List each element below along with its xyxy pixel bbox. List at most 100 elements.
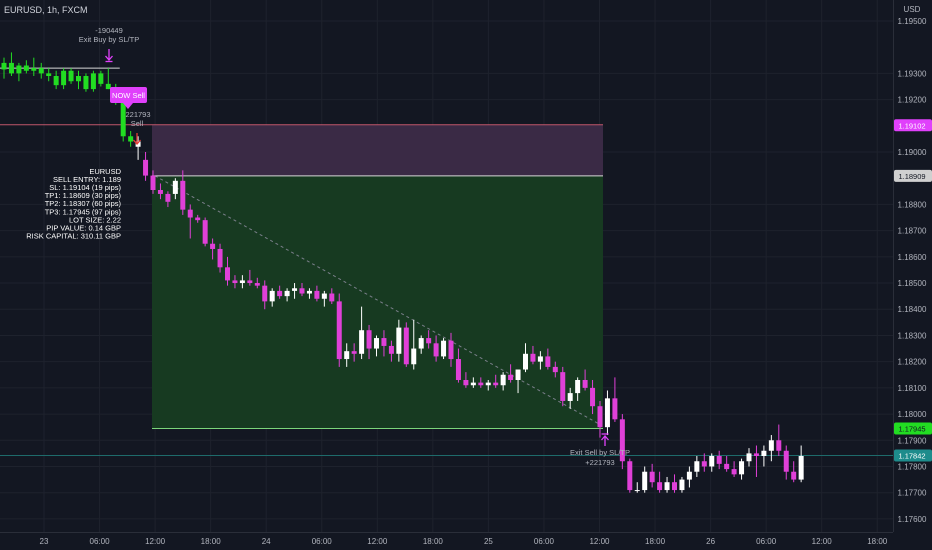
candle (61, 68, 67, 90)
info-line: SELL ENTRY: 1.189 (53, 175, 121, 184)
candle-body (187, 209, 193, 218)
time-tick-label: 12:00 (145, 537, 166, 546)
candle-body (38, 68, 44, 74)
candle-body (8, 62, 14, 74)
candle (225, 256, 230, 286)
candles (1, 52, 804, 493)
candle (247, 269, 253, 286)
candle-body (753, 453, 759, 456)
time-tick-label: 18:00 (201, 537, 222, 546)
candle (478, 377, 484, 388)
candle (336, 293, 342, 367)
candle-body (426, 338, 432, 344)
candle (403, 322, 409, 367)
candle-body (180, 180, 186, 210)
candle-body (493, 382, 499, 386)
price-tick-label: 1.19000 (898, 148, 927, 157)
info-line: LOT SIZE: 2.22 (69, 215, 121, 224)
candle (8, 52, 14, 76)
candle-body (411, 348, 417, 365)
time-tick-label: 06:00 (312, 537, 333, 546)
candle (23, 60, 29, 74)
candle (239, 275, 245, 289)
time-tick-label: 18:00 (423, 537, 444, 546)
candle (642, 466, 648, 493)
candle-body (143, 159, 149, 176)
candle-body (433, 343, 439, 357)
candle-body (292, 288, 298, 291)
candle (508, 364, 514, 383)
candle (105, 68, 111, 90)
candle-body (761, 450, 767, 456)
candle-body (336, 301, 342, 360)
candle-body (388, 345, 394, 354)
price-tag-label: 1.17842 (898, 451, 925, 460)
time-axis[interactable]: 23 06:00 12:00 18:00 24 06:00 12:00 18:00 25 06:0… (0, 532, 893, 550)
candle-body (23, 65, 29, 71)
info-line: EURUSD (89, 167, 121, 176)
price-tag-bg (894, 422, 932, 435)
candle-body (500, 374, 506, 386)
candle-body (448, 340, 454, 360)
candle (746, 448, 752, 467)
candle-body (247, 280, 253, 284)
candle (582, 369, 588, 391)
candle (791, 461, 797, 483)
candle (344, 343, 350, 367)
candle-body (545, 356, 551, 367)
candle (195, 214, 201, 223)
candle-body (210, 243, 216, 249)
candle (694, 456, 700, 477)
candle (202, 217, 208, 247)
candle-body (232, 280, 238, 284)
price-tick-label: 1.19200 (898, 96, 927, 105)
candle-body (16, 65, 22, 74)
time-tick-label: 06:00 (756, 537, 777, 546)
candle-body (537, 356, 543, 362)
candle (306, 288, 312, 299)
price-tag: 1.18909 (894, 169, 932, 182)
price-tick-label: 1.18100 (898, 384, 927, 393)
candle-body (61, 70, 67, 86)
candle (686, 466, 692, 488)
candle (262, 280, 268, 310)
candle (537, 351, 543, 370)
candle-body (463, 380, 469, 386)
candle (98, 70, 104, 87)
candle (545, 348, 551, 370)
candle-body (329, 293, 335, 302)
candle-body (567, 393, 573, 401)
price-tick-label: 1.19500 (898, 17, 927, 26)
symbol-title: EURUSD, 1h, FXCM (4, 5, 88, 15)
candle-body (105, 83, 111, 90)
candle-body (351, 351, 357, 354)
candle (396, 319, 402, 362)
candle-body (374, 338, 379, 349)
time-tick-label: 12:00 (367, 537, 388, 546)
candle (575, 377, 581, 401)
exit-sell-value: +221793 (585, 458, 614, 467)
candle-body (746, 453, 752, 462)
candle-body (776, 440, 782, 451)
candle (90, 70, 96, 92)
candle-body (709, 456, 715, 467)
price-tick-label: 1.18500 (898, 279, 927, 288)
candle (470, 377, 476, 388)
price-tag-bg (894, 119, 932, 132)
info-line: PIP VALUE: 0.14 GBP (46, 223, 121, 232)
candle-body (195, 217, 201, 221)
price-tick-label: 1.17700 (898, 489, 927, 498)
candle-body (98, 73, 104, 84)
candle (612, 377, 618, 422)
take-profit-zone (152, 175, 603, 429)
candle (664, 476, 670, 493)
candle-body (470, 382, 476, 386)
candle (761, 445, 767, 467)
time-tick-label: 23 (40, 537, 49, 546)
candle (493, 374, 499, 388)
price-axis[interactable]: USD 1.195001.193001.192001.190001.188001… (893, 0, 932, 550)
candle-body (83, 76, 89, 90)
candle-body (619, 419, 625, 462)
candle (433, 335, 439, 362)
